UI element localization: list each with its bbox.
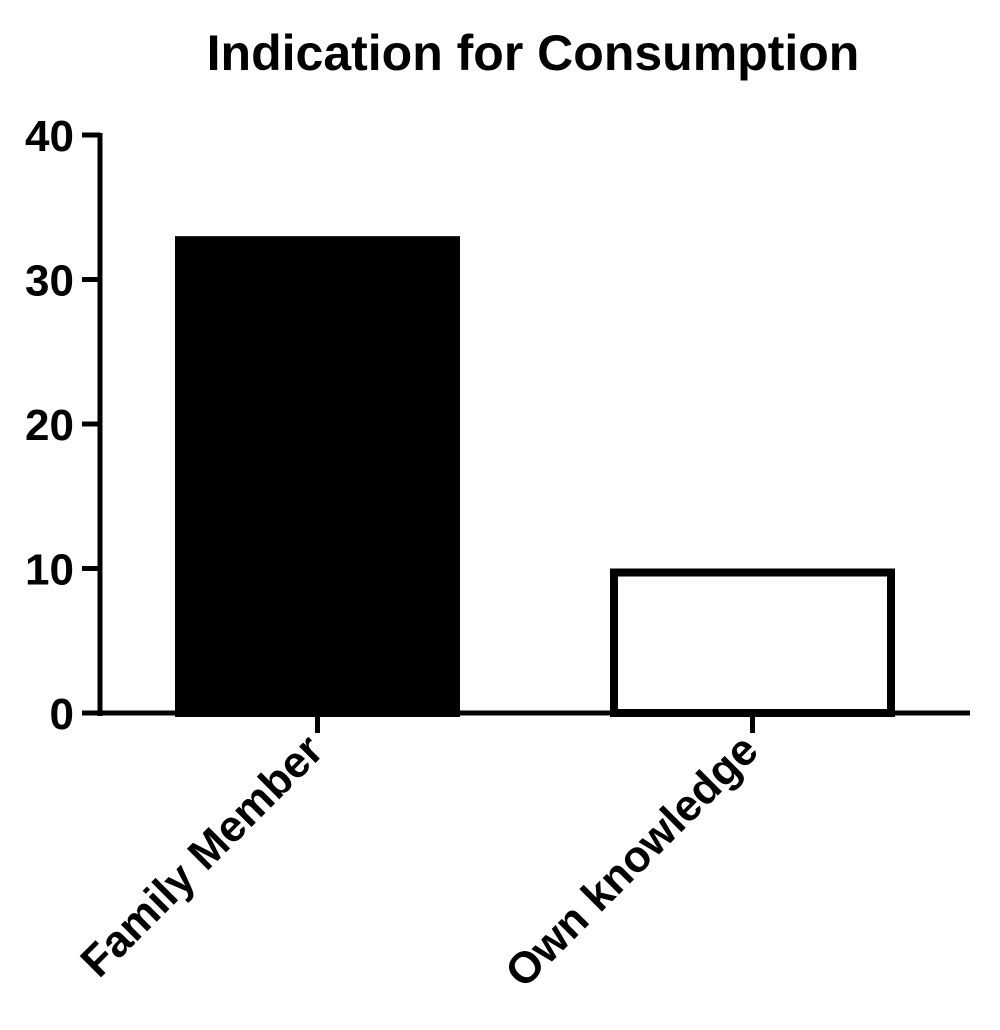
y-tick-label: 30 xyxy=(25,257,74,306)
y-tick-label: 0 xyxy=(50,690,74,739)
x-tick-label: Family Member xyxy=(71,725,332,986)
bar xyxy=(610,568,895,717)
y-tick-label: 20 xyxy=(25,401,74,450)
bars xyxy=(175,236,895,717)
bar xyxy=(175,236,460,717)
y-tick-label: 10 xyxy=(25,546,74,595)
x-tick-label: Own knowledge xyxy=(496,725,767,996)
chart-title: Indication for Consumption xyxy=(207,25,860,81)
y-tick-label: 40 xyxy=(25,112,74,161)
